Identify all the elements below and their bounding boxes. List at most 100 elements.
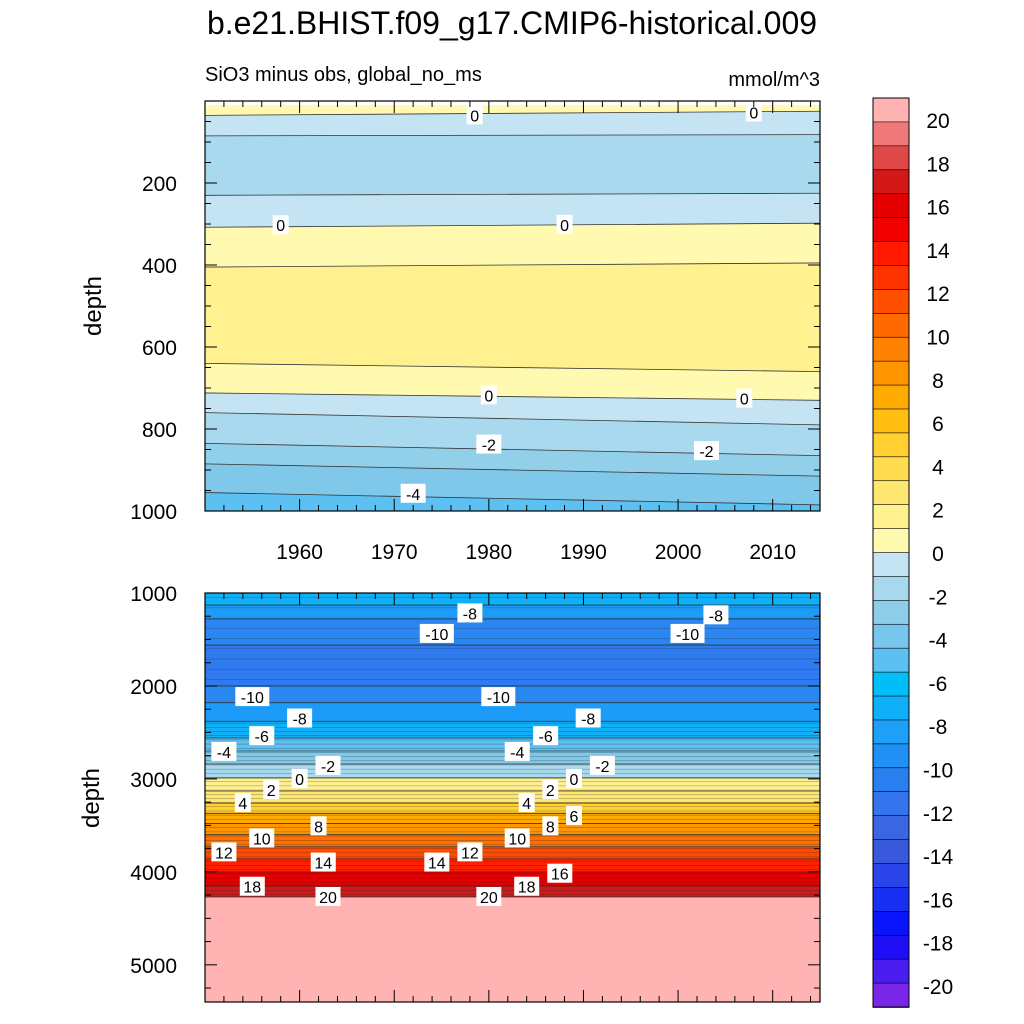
contour-band [205, 593, 820, 606]
contour-label-box [476, 886, 502, 906]
contour-label: 16 [551, 867, 569, 884]
contour-label-box [547, 863, 573, 883]
contour-line [204, 222, 821, 228]
colorbar-swatch [872, 97, 910, 123]
colorbar-swatch [872, 958, 910, 984]
contour-label-box [234, 793, 251, 813]
contour-label: 14 [428, 856, 446, 873]
contour-label-box [556, 214, 573, 234]
colorbar-label: 14 [926, 240, 950, 263]
contour-label: 0 [484, 388, 493, 405]
colorbar-swatch [872, 145, 910, 171]
lower-contour-plot: -8 -8-10 -10-10 -10-8 -8-6 -6-4 -4-2 -20 02 24 468… [130, 583, 821, 1003]
contour-label-box [542, 816, 559, 836]
contour-label-box [211, 741, 237, 761]
contour-label-box [249, 726, 275, 746]
contour-band [205, 803, 820, 814]
contour-band [205, 492, 820, 511]
contour-label: 18 [243, 880, 261, 897]
y-tick-label: 1000 [130, 583, 177, 606]
contour-label-box [235, 687, 270, 707]
contour-label: 14 [314, 856, 332, 873]
contour-label-box [291, 768, 308, 788]
colorbar-swatch [872, 121, 910, 147]
contour-band [205, 605, 820, 620]
contour-band [205, 392, 820, 425]
contour-label: 0 [276, 218, 285, 235]
colorbar-label: 8 [932, 370, 944, 393]
colorbar-swatch [872, 887, 910, 913]
colorbar-swatch [872, 241, 910, 267]
contour-band [205, 193, 820, 228]
colorbar-swatch [872, 193, 910, 219]
contour-band [205, 896, 820, 1002]
colorbar-swatch [872, 360, 910, 386]
colorbar-swatch [872, 312, 910, 339]
colorbar-swatch [872, 384, 910, 410]
colorbar-swatch [872, 839, 910, 865]
colorbar-label: -6 [929, 673, 948, 696]
contour-label-box [249, 828, 275, 848]
contour-label-box [693, 441, 719, 461]
y-tick-label: 200 [142, 173, 177, 196]
contour-label-box [419, 623, 454, 643]
y-tick-label: 5000 [130, 955, 177, 978]
contour-label: 20 [319, 890, 337, 907]
contour-label-box [504, 741, 530, 761]
y-tick-label: 1000 [130, 501, 177, 524]
contour-label-box [287, 708, 313, 728]
contour-label-box [589, 755, 615, 775]
contour-label-box [745, 102, 762, 122]
contour-label-box [736, 388, 753, 408]
colorbar-swatch [872, 743, 910, 769]
colorbar-label: -2 [929, 586, 948, 609]
colorbar-label: 0 [932, 543, 944, 566]
colorbar-label: 2 [932, 500, 944, 523]
contour-label-box [400, 483, 426, 503]
contour-label-box [542, 780, 559, 800]
colorbar-label: -10 [923, 760, 953, 783]
colorbar-swatch [872, 480, 910, 506]
lower-ylabel: depth [78, 768, 105, 828]
colorbar-label: -8 [929, 716, 948, 739]
y-tick-label: 800 [142, 419, 177, 442]
contour-label: -2 [321, 759, 335, 776]
contour-label-box [315, 886, 341, 906]
y-tick-label: 400 [142, 255, 177, 278]
contour-label: 0 [295, 772, 304, 789]
colorbar-swatch [872, 552, 910, 578]
colorbar-swatch [872, 576, 910, 602]
colorbar-label: -12 [923, 803, 953, 826]
contour-label: 0 [560, 218, 569, 235]
contour-line [204, 492, 821, 506]
colorbar-label: 16 [926, 197, 949, 220]
contour-label-box [703, 605, 729, 625]
contour-band [205, 412, 820, 456]
colorbar-swatch [872, 719, 910, 745]
contour-label: 8 [546, 819, 555, 836]
colorbar-swatch [872, 934, 910, 960]
contour-label: 20 [480, 890, 498, 907]
colorbar-label: 18 [926, 153, 949, 176]
colorbar-label: -20 [923, 976, 953, 999]
contour-line [204, 134, 821, 137]
contour-band [205, 134, 820, 196]
colorbar-label: -4 [929, 630, 948, 653]
contour-label-box [480, 385, 497, 405]
contour-label: -4 [510, 745, 524, 762]
contour-band [205, 702, 820, 722]
x-tick-label: 2010 [749, 541, 796, 564]
contour-label: 10 [508, 831, 526, 848]
colorbar-label: 6 [932, 413, 944, 436]
contour-band [205, 721, 820, 739]
contour-band [205, 105, 820, 116]
contour-label: 12 [215, 845, 233, 862]
colorbar-label: -14 [923, 846, 954, 869]
colorbar-swatch [872, 982, 910, 1008]
contour-band [205, 764, 820, 778]
contour-label: 4 [522, 796, 531, 813]
y-tick-label: 600 [142, 337, 177, 360]
colorbar-swatch [872, 623, 910, 649]
contour-label: -2 [699, 444, 713, 461]
contour-label: 6 [570, 809, 579, 826]
